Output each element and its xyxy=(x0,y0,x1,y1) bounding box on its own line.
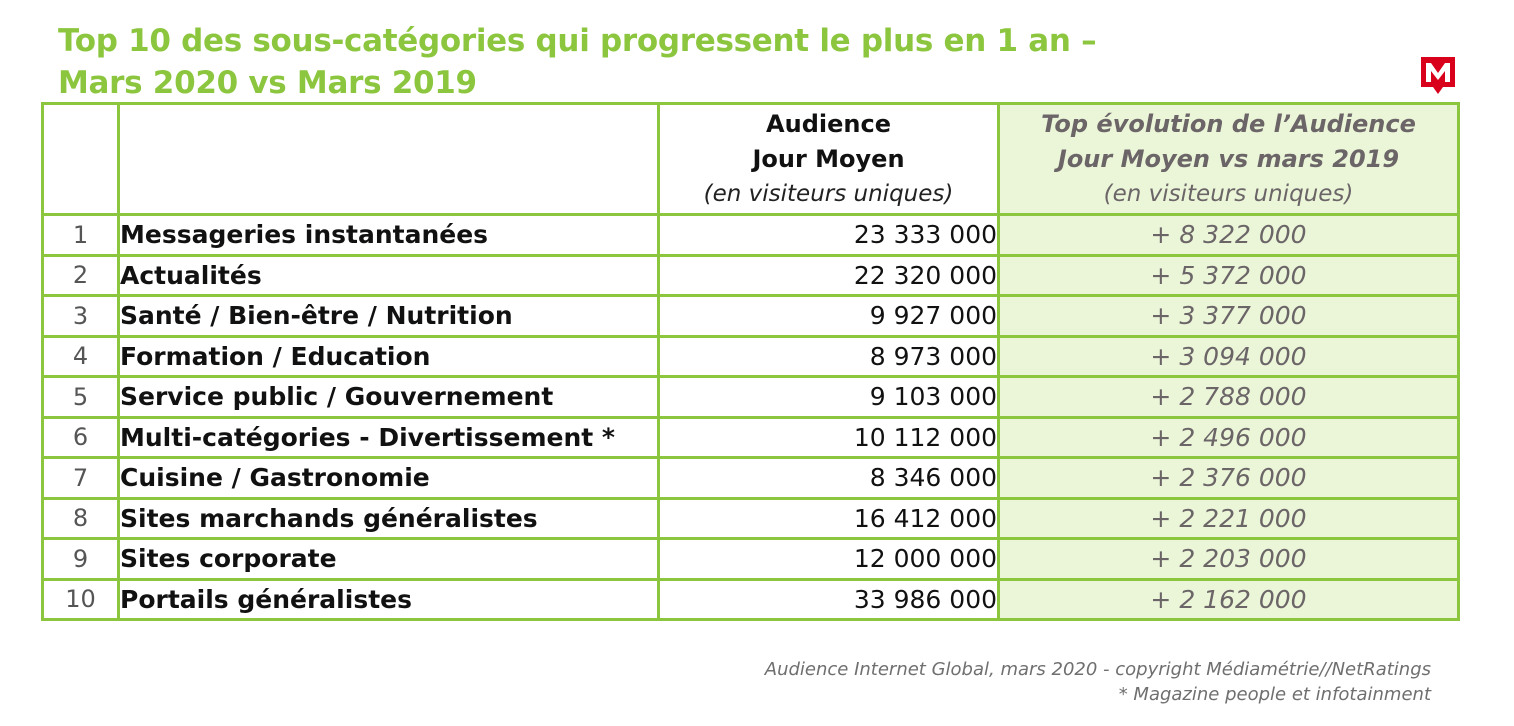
rank-cell: 7 xyxy=(41,456,120,500)
audience-value: 10 112 000 xyxy=(657,415,1000,459)
header-audience-line-2: Jour Moyen xyxy=(752,144,905,173)
table-row: 8 Sites marchands généralistes 16 412 00… xyxy=(41,496,1460,540)
rank-cell: 6 xyxy=(41,415,120,459)
table-row: 6 Multi-catégories - Divertissement * 10… xyxy=(41,415,1460,459)
source-note: Audience Internet Global, mars 2020 - co… xyxy=(764,659,1431,680)
table-row: 3 Santé / Bien-être / Nutrition 9 927 00… xyxy=(41,294,1460,338)
evolution-value: + 2 203 000 xyxy=(997,537,1460,581)
subcategory-name: Portails généralistes xyxy=(117,577,660,621)
footnote: * Magazine people et infotainment xyxy=(1118,684,1431,705)
rank-cell: 2 xyxy=(41,253,120,297)
audience-value: 23 333 000 xyxy=(657,213,1000,257)
page-title: Top 10 des sous-catégories qui progresse… xyxy=(58,20,1097,104)
title-line-1: Top 10 des sous-catégories qui progresse… xyxy=(58,23,1097,59)
rank-cell: 9 xyxy=(41,537,120,581)
evolution-value: + 2 496 000 xyxy=(997,415,1460,459)
rank-cell: 4 xyxy=(41,334,120,378)
table-header-row: Audience Jour Moyen (en visiteurs unique… xyxy=(41,102,1460,216)
header-rank-cell xyxy=(41,102,120,216)
table-row: 4 Formation / Education 8 973 000 + 3 09… xyxy=(41,334,1460,378)
audience-value: 8 346 000 xyxy=(657,456,1000,500)
header-audience-sub: (en visiteurs uniques) xyxy=(703,180,954,207)
evolution-value: + 3 377 000 xyxy=(997,294,1460,338)
header-evolution-sub: (en visiteurs uniques) xyxy=(1103,180,1354,207)
header-name-cell xyxy=(117,102,660,216)
evolution-value: + 5 372 000 xyxy=(997,253,1460,297)
rank-cell: 1 xyxy=(41,213,120,257)
table-row: 9 Sites corporate 12 000 000 + 2 203 000 xyxy=(41,537,1460,581)
subcategory-name: Sites corporate xyxy=(117,537,660,581)
header-evolution: Top évolution de l’Audience Jour Moyen v… xyxy=(997,102,1460,216)
rank-cell: 10 xyxy=(41,577,120,621)
subcategory-name: Formation / Education xyxy=(117,334,660,378)
subcategory-name: Messageries instantanées xyxy=(117,213,660,257)
evolution-value: + 8 322 000 xyxy=(997,213,1460,257)
subcategory-name: Actualités xyxy=(117,253,660,297)
table-row: 7 Cuisine / Gastronomie 8 346 000 + 2 37… xyxy=(41,456,1460,500)
evolution-value: + 2 162 000 xyxy=(997,577,1460,621)
evolution-value: + 2 221 000 xyxy=(997,496,1460,540)
rank-cell: 5 xyxy=(41,375,120,419)
header-evolution-line-1: Top évolution de l’Audience xyxy=(1041,109,1416,138)
audience-value: 33 986 000 xyxy=(657,577,1000,621)
audience-value: 16 412 000 xyxy=(657,496,1000,540)
mediametrie-logo-icon xyxy=(1421,57,1455,94)
table-row: 5 Service public / Gouvernement 9 103 00… xyxy=(41,375,1460,419)
subcategory-name: Service public / Gouvernement xyxy=(117,375,660,419)
rank-cell: 8 xyxy=(41,496,120,540)
subcategory-name: Sites marchands généralistes xyxy=(117,496,660,540)
audience-value: 12 000 000 xyxy=(657,537,1000,581)
title-line-2: Mars 2020 vs Mars 2019 xyxy=(58,65,477,101)
header-evolution-line-2: Jour Moyen vs mars 2019 xyxy=(1057,144,1400,173)
header-audience-line-1: Audience xyxy=(766,109,891,138)
ranking-table: Audience Jour Moyen (en visiteurs unique… xyxy=(41,102,1460,621)
evolution-value: + 3 094 000 xyxy=(997,334,1460,378)
evolution-value: + 2 376 000 xyxy=(997,456,1460,500)
table-row: 1 Messageries instantanées 23 333 000 + … xyxy=(41,213,1460,257)
subcategory-name: Santé / Bien-être / Nutrition xyxy=(117,294,660,338)
audience-value: 8 973 000 xyxy=(657,334,1000,378)
audience-value: 9 103 000 xyxy=(657,375,1000,419)
audience-value: 9 927 000 xyxy=(657,294,1000,338)
evolution-value: + 2 788 000 xyxy=(997,375,1460,419)
table-row: 2 Actualités 22 320 000 + 5 372 000 xyxy=(41,253,1460,297)
subcategory-name: Multi-catégories - Divertissement * xyxy=(117,415,660,459)
rank-cell: 3 xyxy=(41,294,120,338)
header-audience: Audience Jour Moyen (en visiteurs unique… xyxy=(657,102,1000,216)
audience-value: 22 320 000 xyxy=(657,253,1000,297)
subcategory-name: Cuisine / Gastronomie xyxy=(117,456,660,500)
table-row: 10 Portails généralistes 33 986 000 + 2 … xyxy=(41,577,1460,621)
